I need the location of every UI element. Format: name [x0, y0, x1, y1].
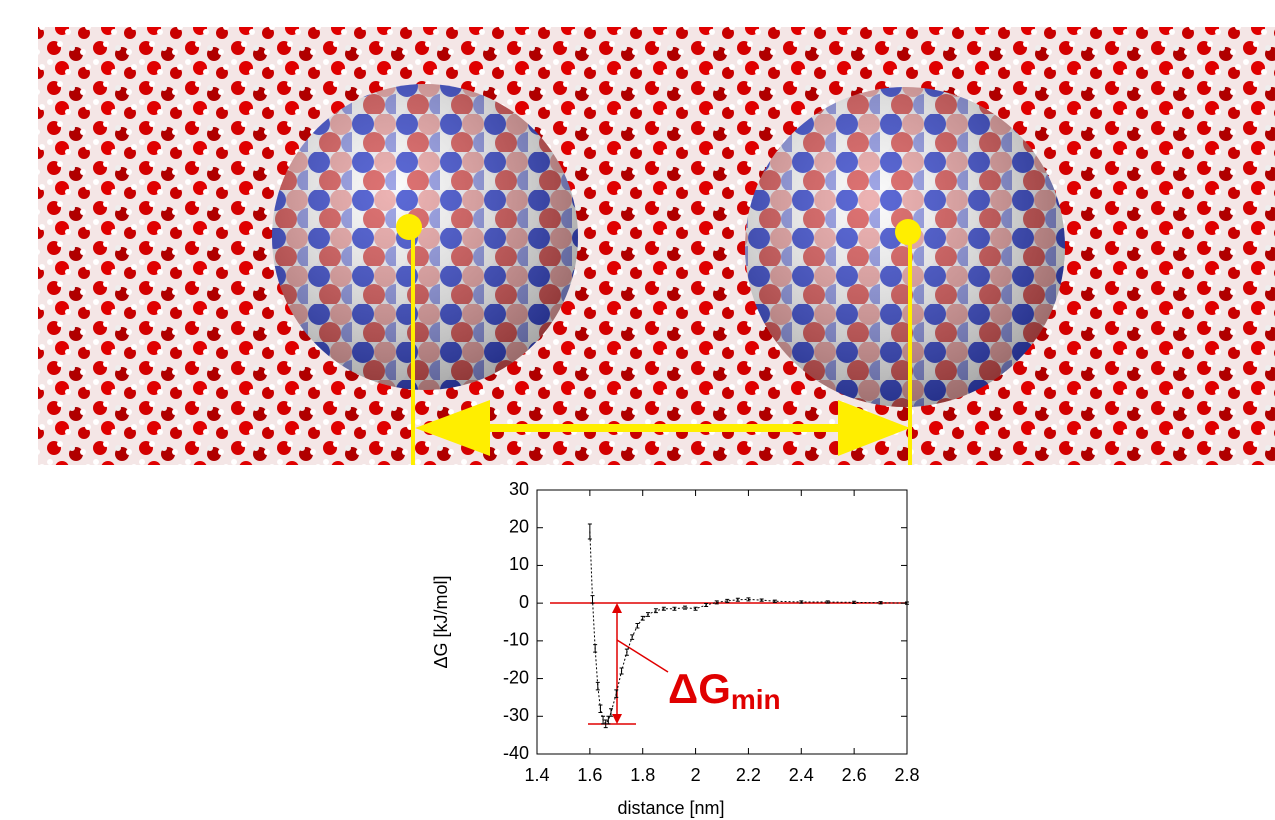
x-tick-label: 1.4	[524, 765, 549, 785]
arrow-head	[612, 714, 622, 724]
center-dot	[396, 214, 422, 240]
y-tick-label: 20	[509, 516, 529, 536]
y-tick-label: 10	[509, 554, 529, 574]
error-bar	[598, 705, 602, 713]
y-tick-label: -30	[503, 705, 529, 725]
y-tick-label: -10	[503, 630, 529, 650]
error-bar	[630, 635, 634, 640]
annotation-subscript: min	[731, 684, 781, 715]
error-bar	[609, 709, 613, 717]
x-tick-label: 1.6	[577, 765, 602, 785]
error-bar	[591, 596, 595, 604]
x-tick-label: 2	[691, 765, 701, 785]
molecular-render	[38, 27, 1275, 465]
water-box	[38, 27, 1275, 465]
y-tick-label: -40	[503, 743, 529, 763]
figure: distance [nm] ΔG [kJ/mol] ΔGmin -40 -30 -2…	[0, 0, 1275, 820]
error-bar	[760, 599, 764, 601]
center-dot	[895, 219, 921, 245]
pointer-line	[617, 640, 668, 672]
error-bar	[593, 645, 597, 653]
error-bar	[588, 524, 592, 539]
error-bar	[625, 649, 629, 655]
error-bar	[620, 668, 624, 674]
error-bar	[646, 613, 650, 617]
error-bar	[635, 624, 639, 629]
y-tick-label: -20	[503, 667, 529, 687]
annotation-text: ΔG	[668, 665, 731, 712]
chart: distance [nm] ΔG [kJ/mol] ΔGmin -40 -30 -2…	[431, 479, 920, 818]
x-axis-label: distance [nm]	[617, 798, 724, 818]
arrow-head	[612, 603, 622, 613]
error-bar	[736, 598, 740, 601]
error-bar	[596, 682, 600, 690]
nanoparticle-shade	[272, 84, 578, 390]
nanoparticle-shade	[745, 87, 1065, 407]
x-tick-label: 1.8	[630, 765, 655, 785]
plot-frame	[537, 490, 907, 754]
x-tick-label: 2.2	[736, 765, 761, 785]
y-tick-label: 0	[519, 592, 529, 612]
error-bar	[654, 609, 658, 613]
x-tick-label: 2.6	[842, 765, 867, 785]
x-tick-label: 2.8	[894, 765, 919, 785]
x-tick-label: 2.4	[789, 765, 814, 785]
y-tick-label: 30	[509, 479, 529, 499]
error-bar	[799, 601, 803, 603]
annotation: ΔGmin	[668, 665, 781, 715]
y-axis-label: ΔG [kJ/mol]	[431, 575, 451, 668]
error-bar	[704, 604, 708, 607]
